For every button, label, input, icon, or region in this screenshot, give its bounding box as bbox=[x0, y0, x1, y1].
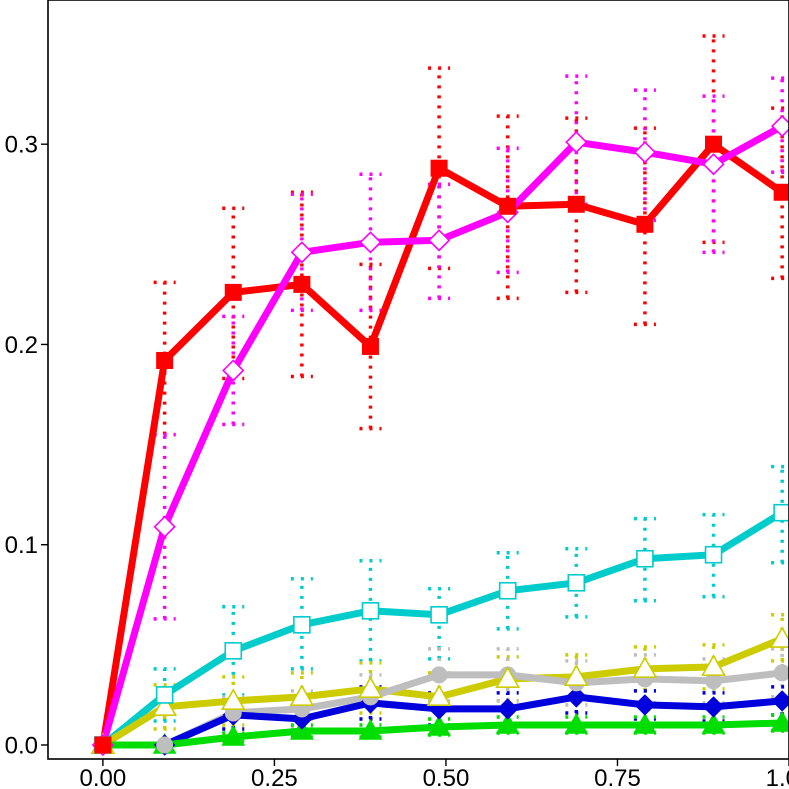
data-point bbox=[632, 656, 658, 678]
data-point bbox=[224, 283, 242, 301]
x-tick-label: 0.75 bbox=[594, 765, 641, 789]
axis-layer: 0.00 0.25 0.50 0.75 1.00 0.0 0.1 0.2 0.3 bbox=[5, 132, 789, 789]
data-point bbox=[633, 712, 657, 734]
data-point bbox=[430, 159, 448, 177]
y-tick-label: 0.3 bbox=[5, 132, 38, 159]
y-tick-label: 0.1 bbox=[5, 532, 38, 559]
data-point bbox=[633, 141, 657, 164]
data-point bbox=[567, 195, 585, 213]
data-point bbox=[293, 275, 311, 293]
data-point bbox=[361, 337, 379, 355]
data-point bbox=[773, 503, 789, 522]
data-point bbox=[426, 684, 452, 706]
data-point bbox=[152, 694, 178, 716]
data-point bbox=[704, 545, 723, 564]
data-point bbox=[636, 549, 654, 568]
x-tick-label: 0.50 bbox=[423, 765, 470, 789]
x-tick-label: 0.00 bbox=[80, 765, 127, 789]
data-point bbox=[702, 696, 725, 718]
data-point bbox=[156, 736, 174, 754]
series-markers-3 bbox=[94, 503, 789, 754]
data-point bbox=[773, 664, 789, 682]
plot-frame bbox=[47, 0, 789, 760]
data-point bbox=[430, 606, 448, 624]
data-point bbox=[770, 710, 789, 732]
data-point bbox=[224, 642, 243, 660]
data-point bbox=[427, 714, 451, 736]
data-point bbox=[290, 241, 313, 264]
data-point bbox=[293, 616, 311, 634]
data-point bbox=[563, 664, 589, 686]
data-point bbox=[769, 626, 789, 648]
data-point bbox=[702, 153, 725, 176]
data-point bbox=[496, 698, 519, 720]
data-point bbox=[155, 686, 174, 704]
series-markers-1 bbox=[94, 135, 789, 754]
data-point bbox=[361, 602, 380, 620]
data-point bbox=[773, 183, 789, 201]
x-tick-label: 0.25 bbox=[251, 765, 298, 789]
data-point bbox=[565, 686, 588, 708]
data-point bbox=[636, 215, 654, 233]
data-point bbox=[289, 684, 315, 706]
series-markers-4 bbox=[90, 626, 789, 755]
data-point bbox=[221, 724, 246, 746]
data-point bbox=[220, 688, 246, 710]
data-point bbox=[701, 654, 726, 676]
data-point bbox=[705, 135, 723, 153]
data-point bbox=[153, 515, 176, 538]
x-tick-label: 1.00 bbox=[766, 765, 789, 789]
data-point bbox=[565, 131, 588, 154]
data-point bbox=[499, 197, 517, 215]
data-point bbox=[359, 231, 382, 254]
data-point bbox=[564, 712, 589, 734]
data-point bbox=[634, 694, 656, 716]
data-point bbox=[94, 736, 112, 754]
data-point bbox=[495, 666, 521, 688]
y-tick-label: 0.2 bbox=[5, 332, 38, 359]
data-point bbox=[156, 351, 174, 369]
data-point bbox=[427, 229, 451, 252]
data-point bbox=[358, 718, 383, 740]
data-point bbox=[498, 581, 517, 600]
data-point bbox=[495, 712, 520, 734]
data-point bbox=[567, 573, 586, 592]
data-point bbox=[430, 666, 448, 684]
y-tick-label: 0.0 bbox=[5, 732, 38, 759]
data-point bbox=[222, 359, 245, 382]
series-layer bbox=[90, 34, 789, 757]
data-point bbox=[701, 712, 726, 734]
data-point bbox=[358, 676, 383, 698]
